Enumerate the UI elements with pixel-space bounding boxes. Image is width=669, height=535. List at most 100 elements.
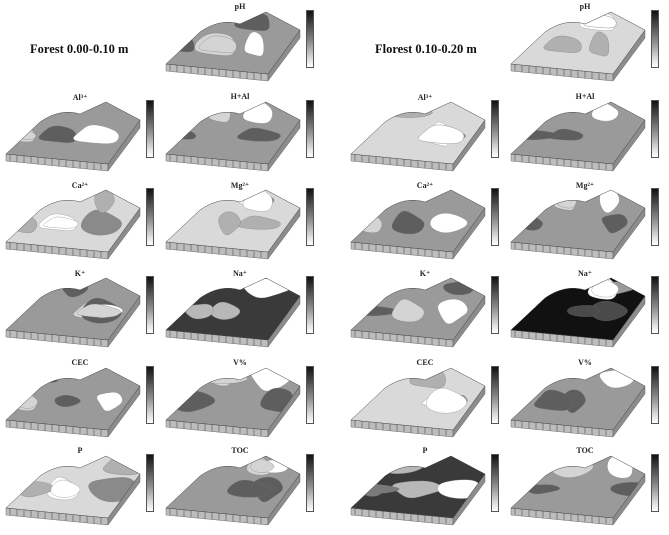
contour-zone [242,190,273,212]
surface-map [350,367,486,438]
surface-map [510,11,646,82]
contour-zone [534,389,573,411]
contour-zone [77,303,121,318]
contour-zone [54,395,81,408]
map-panel-k-section-0: K⁺ [0,268,160,350]
surface-outline [510,455,646,519]
surface-base [351,102,485,164]
surface-outline [165,277,301,341]
contour-zone [589,31,610,57]
color-scale-bar [651,188,659,246]
contour-zone [201,371,248,384]
panel-label: Ca²⁺ [416,181,434,190]
surface-map [510,189,646,260]
panel-label: P [77,446,83,455]
surface-map [510,101,646,172]
map-panel-ph-section-1: pH [505,2,665,84]
contour-zone [515,368,552,389]
map-panel-na-section-0: Na⁺ [160,268,320,350]
color-scale-bar [491,100,499,158]
surface-outline [5,367,141,431]
contour-zone [26,372,59,383]
surface-map [5,101,141,172]
surface-outline [350,189,486,253]
contour-zone [237,127,281,142]
map-panel-ca2-section-1: Ca²⁺ [345,180,505,262]
surface-base [6,278,140,340]
contour-zone [43,216,79,229]
contour-zone [391,298,425,323]
surface-map [165,367,301,438]
panel-label: K⁺ [419,269,431,278]
contour-zone [557,190,577,209]
contour-zone [601,214,628,234]
panel-label: V% [233,358,247,367]
panel-label: Al³⁺ [417,93,433,102]
section-title-forest-10-20: Florest 0.10-0.20 m [375,42,477,56]
color-scale-bar [306,454,314,512]
surface-outline [350,277,486,341]
color-scale-bar [306,366,314,424]
surface-map [165,189,301,260]
map-panel-ph-section-0: pH [160,2,320,84]
contour-zone [73,124,120,144]
contour-zone [391,210,425,235]
contour-zone [208,102,231,123]
panel-label: P [422,446,428,455]
surface-map [350,189,486,260]
panel-label: pH [579,2,591,11]
surface-outline [510,189,646,253]
contour-zone [166,36,195,53]
color-scale-bar [491,188,499,246]
map-panel-p-section-1: P [345,446,505,528]
contour-zone [94,190,115,214]
contour-zone [511,103,549,120]
surface-outline [510,367,646,431]
color-scale-bar [306,276,314,334]
map-panel-toc-section-0: TOC [160,446,320,528]
surface-outline [165,189,301,253]
map-panel-k-section-1: K⁺ [345,268,505,350]
contour-zone [227,479,272,498]
panel-label: TOC [231,446,249,455]
contour-zone [244,31,265,57]
surface-map [165,277,301,348]
panel-label: CEC [416,358,434,367]
surface-outline [5,277,141,341]
surface-outline [350,455,486,519]
color-scale-bar [651,100,659,158]
surface-outline [5,101,141,165]
contour-zone [234,12,270,31]
panel-label: H+Al [230,92,250,101]
map-panel-mg2-section-1: Mg²⁺ [505,180,665,262]
panel-label: TOC [576,446,594,455]
surface-map [350,455,486,526]
panel-label: Mg²⁺ [230,181,250,190]
surface-map [165,11,301,82]
contour-zone [250,458,275,473]
map-panel-toc-section-1: TOC [505,446,665,528]
panel-label: Mg²⁺ [575,181,595,190]
surface-outline [5,189,141,253]
contour-zone [418,124,465,144]
map-panel-cec-section-0: CEC [0,358,160,440]
contour-zone [429,213,468,233]
map-panel-v-pct-section-0: V% [160,358,320,440]
color-scale-bar [146,454,154,512]
contour-zone [386,105,433,118]
contour-zone [392,480,443,499]
contour-zone [511,102,547,122]
surface-map [350,101,486,172]
color-scale-bar [491,366,499,424]
contour-zone [218,211,241,236]
contour-zone [6,103,44,120]
map-panel-na-section-1: Na⁺ [505,268,665,350]
color-scale-bar [651,454,659,512]
panel-label: V% [578,358,592,367]
surface-outline [510,101,646,165]
map-panel-al3-section-0: Al³⁺ [0,92,160,174]
panel-label: pH [234,2,246,11]
map-panel-cec-section-1: CEC [345,358,505,440]
surface-outline [165,455,301,519]
